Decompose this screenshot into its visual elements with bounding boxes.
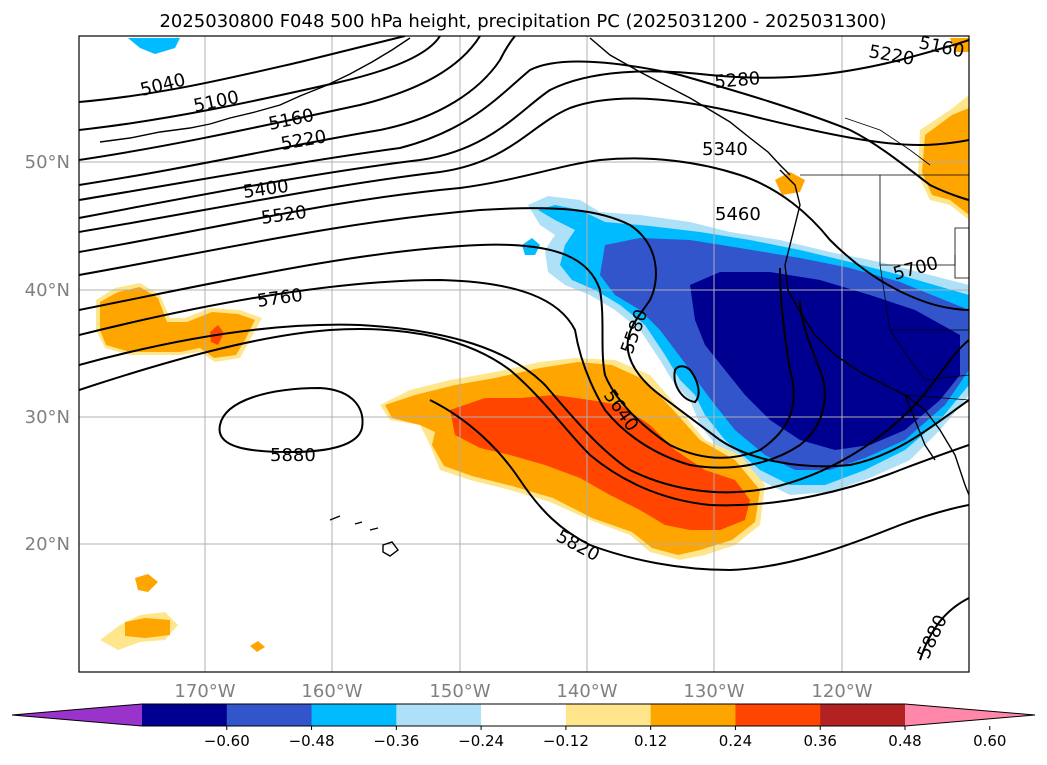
positive-anomaly-ne-small [775, 172, 805, 195]
negative-anomaly-top [128, 38, 180, 54]
colorbar-segment [396, 704, 482, 726]
colorbar-segment [226, 704, 313, 726]
lat-label: 40°N [25, 280, 70, 301]
colorbar-extend-low [12, 704, 142, 726]
contour-label: 5280 [714, 68, 761, 93]
colorbar-segment [311, 704, 397, 726]
lat-label: 30°N [25, 407, 70, 428]
lon-label: 140°W [556, 681, 617, 702]
colorbar-extend-high [905, 704, 1035, 726]
colorbar-tick-label: −0.60 [204, 732, 250, 750]
colorbar-tick-label: −0.12 [543, 732, 589, 750]
colorbar-tick-label: 0.36 [804, 732, 837, 750]
precip-fill-layer [96, 38, 969, 652]
lon-label: 150°W [429, 681, 490, 702]
contour-5880-closed [218, 386, 364, 454]
contour-label: 5460 [715, 204, 761, 225]
colorbar-segment [565, 704, 652, 726]
aleutians [99, 123, 211, 143]
colorbar-tick-label: 0.12 [634, 732, 667, 750]
colorbar-segment [142, 704, 228, 726]
lon-label: 130°W [683, 681, 744, 702]
map-area: 5040 5100 5160 5220 5400 5520 5760 5880 … [79, 36, 969, 672]
lat-label: 20°N [25, 534, 70, 555]
lat-label: 50°N [25, 152, 70, 173]
negative-anomaly-dark [690, 272, 960, 450]
height-contours [79, 36, 969, 661]
lon-label: 120°W [811, 681, 872, 702]
positive-anomaly-sw3 [125, 618, 170, 638]
colorbar-tick-label: −0.48 [289, 732, 335, 750]
colorbar-segment [820, 704, 906, 726]
colorbar-segment [481, 704, 567, 726]
colorbar-segment [650, 704, 736, 726]
colorbar-segment [735, 704, 821, 726]
colorbar-tick-label: 0.60 [973, 732, 1006, 750]
baja [904, 394, 936, 461]
lon-labels: 170°W 160°W 150°W 140°W 130°W 120°W [174, 681, 872, 702]
us-west-coast [784, 264, 969, 496]
lat-labels: 50°N 40°N 30°N 20°N [25, 152, 70, 555]
positive-anomaly-sw4 [250, 641, 265, 652]
contour-label: 5880 [270, 445, 316, 466]
colorbar-tick-label: 0.24 [719, 732, 752, 750]
colorbar-tick-label: −0.36 [373, 732, 419, 750]
contour-label: 5340 [702, 139, 748, 160]
colorbar-tick-label: 0.48 [888, 732, 921, 750]
colorbar-tick-label: −0.24 [458, 732, 504, 750]
lon-label: 170°W [174, 681, 235, 702]
positive-anomaly-sw1 [135, 574, 158, 592]
bc-coast [779, 169, 801, 266]
map-frame [78, 35, 970, 673]
map-title: 2025030800 F048 500 hPa height, precipit… [159, 11, 886, 32]
colorbar: −0.60 −0.48 −0.36 −0.24 −0.12 0.12 0.24 0.36 0.4… [11, 703, 1036, 750]
colorbar-outline [11, 703, 1036, 727]
lon-label: 160°W [301, 681, 362, 702]
alaska-coast [209, 37, 411, 125]
political-borders [800, 117, 969, 401]
hawaii [329, 515, 399, 557]
